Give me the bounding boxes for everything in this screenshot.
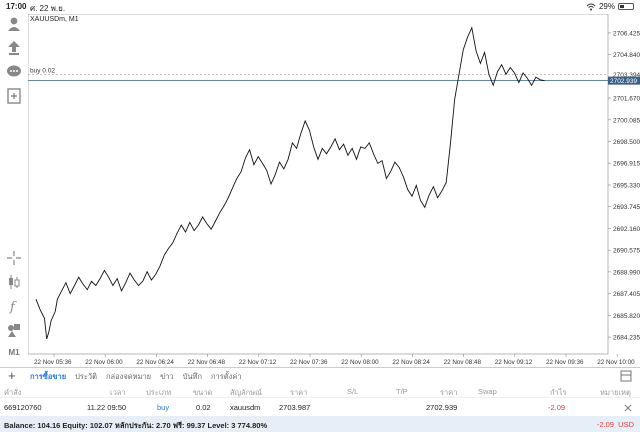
- bid-price-label: 2702.939: [610, 78, 637, 85]
- battery-level: [620, 5, 624, 8]
- y-tick-label: 2688.990: [613, 269, 640, 276]
- tab-2[interactable]: กล่องจดหมาย: [106, 372, 152, 381]
- total-profit-value: -2.09: [596, 420, 614, 429]
- column-header[interactable]: หมายเหตุ: [600, 388, 631, 397]
- x-tick-label: 22 Nov 09:36: [546, 359, 584, 366]
- y-tick-label: 2692.160: [613, 226, 640, 233]
- y-tick-label: 2701.670: [613, 96, 640, 103]
- x-tick-label: 22 Nov 08:00: [341, 359, 379, 366]
- battery-icon: [618, 3, 634, 10]
- cell-current-price: 2702.939: [426, 403, 458, 412]
- column-header[interactable]: Swap: [478, 387, 497, 396]
- chart-canvas: 2706.425 2704.840 2701.670 2700.085 2698.500…: [28, 14, 640, 366]
- status-right: 29%: [586, 2, 634, 11]
- cell-order: 669120760: [4, 403, 42, 412]
- tab-4[interactable]: บันทึก: [182, 372, 203, 381]
- candles-icon[interactable]: [4, 272, 24, 292]
- column-header[interactable]: ราคา: [440, 388, 458, 397]
- chat-icon[interactable]: [4, 62, 24, 82]
- close-position-icon[interactable]: [624, 404, 632, 412]
- account-icon[interactable]: [4, 14, 24, 34]
- balance-bar: Balance: 104.16 Equity: 102.07 หลักประกั…: [0, 416, 640, 432]
- y-tick-label: 2700.085: [613, 117, 640, 124]
- left-toolbar: f M1: [0, 14, 28, 360]
- svg-text:f: f: [9, 300, 17, 314]
- x-tick-label: 22 Nov 06:48: [188, 359, 226, 366]
- status-time: 17:00: [6, 2, 27, 11]
- x-tick-label: 22 Nov 07:12: [239, 359, 277, 366]
- x-tick-label: 22 Nov 06:00: [85, 359, 123, 366]
- balance-text: Balance: 104.16 Equity: 102.07 หลักประกั…: [4, 421, 268, 430]
- bid-price-box: [608, 76, 640, 85]
- add-icon[interactable]: +: [8, 368, 16, 383]
- plot-area: [28, 14, 609, 355]
- column-header[interactable]: ขนาด: [193, 388, 213, 397]
- x-tick-label: 22 Nov 08:24: [392, 359, 430, 366]
- tab-5[interactable]: การตั้งค่า: [211, 372, 242, 381]
- cell-time: 11.22 09:50: [87, 403, 127, 412]
- price-series-line: [35, 26, 545, 340]
- tab-3[interactable]: ข่าว: [160, 372, 174, 381]
- y-tick-label: 2696.915: [613, 161, 640, 168]
- tab-0[interactable]: การซื้อขาย: [30, 372, 67, 381]
- y-tick-label: 2695.330: [613, 182, 640, 189]
- terminal-tabs: การซื้อขาย ประวัติ กล่องจดหมาย ข่าว บันทึก กา…: [30, 371, 242, 383]
- cell-profit: -2.09: [548, 403, 566, 412]
- trade-icon[interactable]: [4, 38, 24, 58]
- total-profit: -2.09 USD: [597, 420, 634, 429]
- timeframe-button[interactable]: M1: [8, 347, 20, 357]
- order-line-label: buy 0.02: [30, 67, 55, 74]
- wifi-icon: [586, 3, 596, 10]
- status-bar: 17:00 ศ. 22 พ.ย. 29%: [0, 0, 640, 14]
- chart-title: XAUUSDm, M1: [30, 16, 79, 23]
- x-tick-label: 22 Nov 06:24: [136, 359, 174, 366]
- price-chart[interactable]: 2706.425 2704.840 2701.670 2700.085 2698.500…: [28, 14, 640, 370]
- y-tick-label: 2684.235: [613, 335, 640, 342]
- crosshair-icon[interactable]: [4, 248, 24, 268]
- x-tick-label: 22 Nov 09:12: [495, 359, 533, 366]
- status-date: ศ. 22 พ.ย.: [30, 4, 66, 13]
- cell-symbol: xauusdm: [230, 403, 261, 412]
- x-tick-label: 22 Nov 08:48: [444, 359, 482, 366]
- cell-price: 2703.987: [279, 403, 311, 412]
- column-header[interactable]: ราคา: [290, 388, 308, 397]
- column-header[interactable]: สัญลักษณ์: [230, 388, 263, 397]
- indicator-icon[interactable]: f: [4, 296, 24, 316]
- cell-size: 0.02: [196, 403, 211, 412]
- y-tick-label: 2693.745: [613, 204, 640, 211]
- y-tick-label: 2706.425: [613, 30, 640, 37]
- column-header[interactable]: S/L: [347, 387, 359, 396]
- x-tick-label: 22 Nov 10:00: [597, 359, 635, 366]
- expand-icon[interactable]: [620, 370, 632, 382]
- objects-icon[interactable]: [4, 320, 24, 340]
- battery-percent: 29%: [598, 2, 615, 11]
- y-tick-label: 2704.840: [613, 52, 640, 59]
- column-header[interactable]: T/P: [396, 387, 408, 396]
- table-row[interactable]: 669120760 11.22 09:50 buy 0.02 xauusdm 2…: [0, 400, 640, 414]
- y-tick-label: 2685.820: [613, 313, 640, 320]
- positions-header: คำสั่ง เวลา ประเภท ขนาด สัญลักษณ์ ราคา S/L T/P ร…: [0, 384, 640, 398]
- column-header[interactable]: กำไร: [550, 388, 567, 397]
- new-order-icon[interactable]: [4, 86, 24, 106]
- column-header[interactable]: คำสั่ง: [4, 388, 22, 397]
- column-header[interactable]: เวลา: [110, 388, 126, 397]
- tab-1[interactable]: ประวัติ: [75, 372, 98, 381]
- cell-type: buy: [157, 403, 170, 412]
- y-tick-label: 2698.500: [613, 139, 640, 146]
- y-tick-label: 2690.575: [613, 248, 640, 255]
- order-line-price: 2703.394: [613, 72, 640, 79]
- x-tick-label: 22 Nov 05:36: [34, 359, 72, 366]
- y-tick-label: 2687.405: [613, 291, 640, 298]
- terminal-tabbar: + การซื้อขาย ประวัติ กล่องจดหมาย ข่าว บันทึก…: [0, 367, 640, 383]
- currency: USD: [618, 420, 634, 429]
- column-header[interactable]: ประเภท: [146, 388, 172, 397]
- x-tick-label: 22 Nov 07:36: [290, 359, 328, 366]
